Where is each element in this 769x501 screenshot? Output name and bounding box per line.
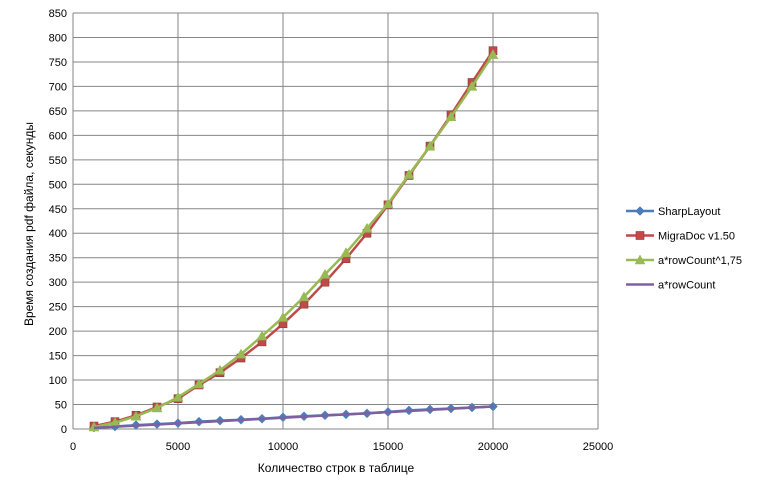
- y-tick-label: 300: [49, 277, 67, 289]
- legend-marker: [634, 254, 646, 265]
- legend-item: MigraDoc v1.50: [626, 231, 735, 243]
- data-point: [466, 80, 478, 91]
- y-tick-label: 250: [49, 302, 67, 314]
- data-point: [382, 198, 394, 209]
- legend-label: SharpLayout: [658, 206, 720, 218]
- legend: SharpLayout MigraDoc v1.50 a*rowCount^1,75…: [626, 206, 742, 292]
- data-point: [193, 378, 205, 389]
- tick-labels: 0 50 100 150 200 250 300 350 400 450 500 550 600 650 7…: [49, 8, 614, 453]
- data-point: [299, 299, 309, 309]
- y-tick-label: 550: [49, 155, 67, 167]
- y-tick-label: 700: [49, 81, 67, 93]
- y-tick-label: 450: [49, 204, 67, 216]
- y-tick-label: 400: [49, 228, 67, 240]
- data-point: [298, 291, 310, 302]
- data-point: [151, 402, 163, 413]
- y-tick-label: 50: [55, 400, 67, 412]
- y-tick-label: 200: [49, 326, 67, 338]
- y-tick-label: 0: [61, 424, 67, 436]
- legend-marker: [635, 231, 645, 240]
- y-tick-label: 150: [49, 351, 67, 363]
- legend-label: a*rowCount: [658, 280, 715, 292]
- y-tick-label: 650: [49, 106, 67, 118]
- series-a-rowcount: [93, 405, 494, 430]
- y-tick-label: 750: [49, 57, 67, 69]
- series-line: [93, 53, 495, 429]
- legend-item: SharpLayout: [626, 206, 720, 218]
- y-tick-label: 600: [49, 130, 67, 142]
- series-layer: [88, 46, 499, 433]
- x-tick-label: 15000: [373, 441, 404, 453]
- series-line: [93, 405, 494, 430]
- legend-item: a*rowCount^1,75: [626, 254, 742, 267]
- data-point: [130, 410, 142, 421]
- x-tick-label: 5000: [166, 441, 190, 453]
- legend-item: a*rowCount: [626, 280, 715, 292]
- y-tick-label: 850: [49, 8, 67, 20]
- y-tick-label: 800: [49, 32, 67, 44]
- data-point: [319, 268, 331, 279]
- legend-label: a*rowCount^1,75: [658, 255, 742, 267]
- x-axis-label: Количество строк в таблице: [258, 461, 415, 475]
- legend-label: MigraDoc v1.50: [658, 231, 735, 243]
- y-axis-label: Время создания pdf файла, секунды: [22, 122, 36, 326]
- data-point: [487, 49, 499, 59]
- x-tick-label: 10000: [268, 441, 299, 453]
- data-point: [445, 111, 457, 122]
- data-point: [172, 391, 184, 402]
- x-tick-label: 20000: [478, 441, 509, 453]
- data-point: [340, 247, 352, 258]
- y-tick-label: 350: [49, 253, 67, 265]
- data-point: [256, 330, 268, 341]
- data-point: [424, 140, 436, 151]
- legend-marker: [635, 206, 645, 216]
- series-a-rowcount-1-75: [88, 49, 499, 432]
- data-point: [320, 277, 330, 287]
- y-tick-label: 100: [49, 375, 67, 387]
- data-point: [403, 168, 415, 179]
- data-point: [277, 311, 289, 322]
- data-point: [235, 348, 247, 359]
- y-tick-label: 500: [49, 179, 67, 191]
- x-tick-label: 0: [70, 441, 76, 453]
- data-point: [214, 364, 226, 375]
- series-line: [93, 49, 495, 428]
- x-tick-label: 25000: [583, 441, 614, 453]
- axes: [72, 13, 598, 430]
- data-point: [361, 222, 373, 233]
- gridlines: [73, 12, 599, 429]
- series-migradoc-v1-50: [89, 46, 498, 431]
